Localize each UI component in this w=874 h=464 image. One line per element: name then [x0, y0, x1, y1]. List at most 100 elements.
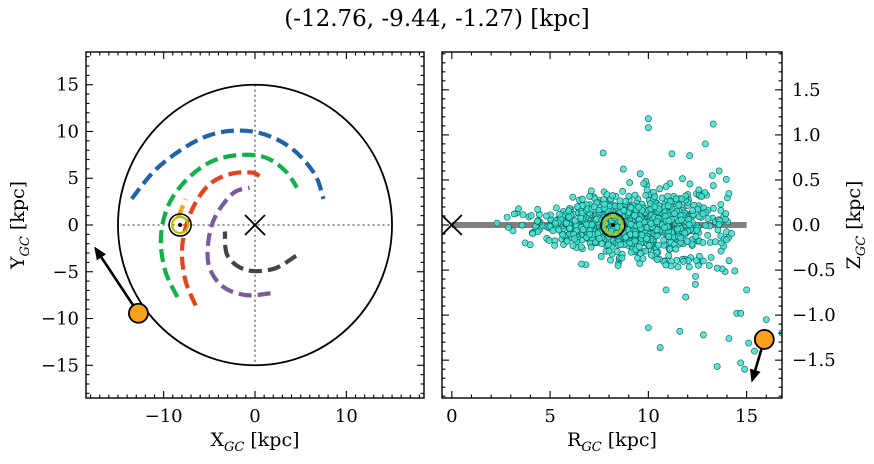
- star-point: [715, 167, 723, 175]
- star-point: [599, 149, 607, 157]
- star-point: [644, 324, 652, 332]
- star-point: [685, 263, 693, 271]
- star-point: [647, 220, 655, 227]
- x-tick-label: 0: [446, 406, 457, 427]
- star-point: [644, 124, 652, 132]
- star-point: [569, 242, 577, 250]
- star-point: [676, 327, 684, 335]
- star-point: [565, 207, 573, 215]
- star-point: [636, 170, 644, 178]
- star-point: [614, 262, 622, 269]
- x-tick-label: 0: [249, 406, 260, 427]
- star-point: [645, 242, 653, 249]
- star-point: [709, 182, 717, 189]
- star-point: [503, 213, 511, 221]
- star-point: [725, 257, 733, 265]
- x-axis-label: XGC [kpc]: [210, 429, 299, 455]
- star-point: [577, 214, 585, 222]
- star-point: [713, 264, 721, 272]
- star-point: [638, 231, 646, 239]
- y-tick-label: 0: [68, 215, 79, 236]
- star-point: [674, 263, 682, 271]
- galactic-center-marker: [244, 214, 266, 236]
- star-point: [569, 193, 577, 201]
- star-point: [588, 221, 596, 229]
- star-point: [631, 212, 638, 219]
- star-point: [675, 201, 683, 209]
- star-point: [545, 237, 553, 244]
- star-point: [559, 231, 567, 239]
- star-point: [722, 175, 730, 183]
- sun-marker-dot: [610, 223, 615, 227]
- star-point: [731, 267, 739, 275]
- star-point: [618, 254, 626, 262]
- star-point: [699, 331, 707, 339]
- star-point: [671, 210, 679, 217]
- y-tick-label: 0.5: [792, 170, 821, 191]
- star-point: [677, 216, 685, 224]
- star-point: [662, 183, 670, 190]
- velocity-arrow-shaft: [97, 252, 140, 314]
- y-tick-label: −1.5: [792, 350, 836, 371]
- star-point: [627, 204, 635, 212]
- star-point: [725, 335, 733, 342]
- x-tick-label: −10: [145, 406, 183, 427]
- star-point: [704, 231, 712, 239]
- star-point: [579, 195, 586, 203]
- left-ticks: [86, 52, 424, 398]
- star-point: [702, 222, 710, 229]
- star-point: [635, 203, 643, 211]
- star-point: [668, 150, 676, 158]
- star-point: [672, 195, 680, 203]
- star-point: [556, 210, 563, 218]
- object-marker: [753, 329, 775, 350]
- star-point: [632, 230, 639, 238]
- star-point: [665, 252, 673, 259]
- left-panel: −10 0 10 −15 −10 −5 0 5 10 15 XGC [kpc] YGC [kpc]: [7, 51, 425, 455]
- star-point: [640, 180, 648, 188]
- y-tick-label: 1.0: [792, 125, 821, 146]
- star-point: [605, 247, 613, 255]
- right-plot-area: [442, 115, 782, 373]
- star-point: [743, 286, 751, 294]
- star-point: [635, 243, 643, 250]
- sun-marker-outer: [600, 212, 626, 238]
- star-point: [662, 261, 670, 269]
- star-point: [653, 218, 661, 225]
- sun-marker-dot: [178, 223, 183, 227]
- star-point: [717, 207, 725, 214]
- star-point: [534, 217, 541, 225]
- x-axis-label: RGC [kpc]: [567, 429, 657, 455]
- x-tick-label: 10: [637, 406, 660, 427]
- y-tick-label: −15: [41, 355, 79, 376]
- star-point: [526, 241, 534, 249]
- star-point: [691, 280, 699, 288]
- star-point: [677, 234, 685, 242]
- object-marker: [128, 302, 149, 324]
- right-ticks: [442, 52, 782, 398]
- star-point: [751, 347, 758, 355]
- galaxy-boundary-circle: [117, 83, 393, 367]
- star-point: [622, 233, 630, 241]
- star-point: [656, 185, 664, 193]
- star-point: [551, 219, 559, 227]
- star-point: [708, 172, 716, 179]
- star-point: [723, 236, 731, 244]
- star-point: [605, 241, 612, 249]
- star-point: [699, 257, 707, 265]
- star-point: [665, 233, 673, 240]
- star-point: [553, 204, 560, 212]
- star-point: [643, 186, 651, 194]
- star-point: [587, 243, 595, 251]
- star-point: [631, 191, 639, 199]
- star-point: [672, 245, 680, 253]
- star-point: [704, 215, 712, 223]
- figure-title: (-12.76, -9.44, -1.27) [kpc]: [284, 6, 590, 32]
- star-point: [574, 203, 581, 211]
- y-tick-label: −1.0: [792, 305, 836, 326]
- spiral-arm-red: [179, 170, 261, 307]
- x-tick-label: 15: [735, 406, 758, 427]
- star-point: [509, 227, 517, 235]
- star-point: [510, 210, 518, 218]
- star-point: [707, 254, 715, 261]
